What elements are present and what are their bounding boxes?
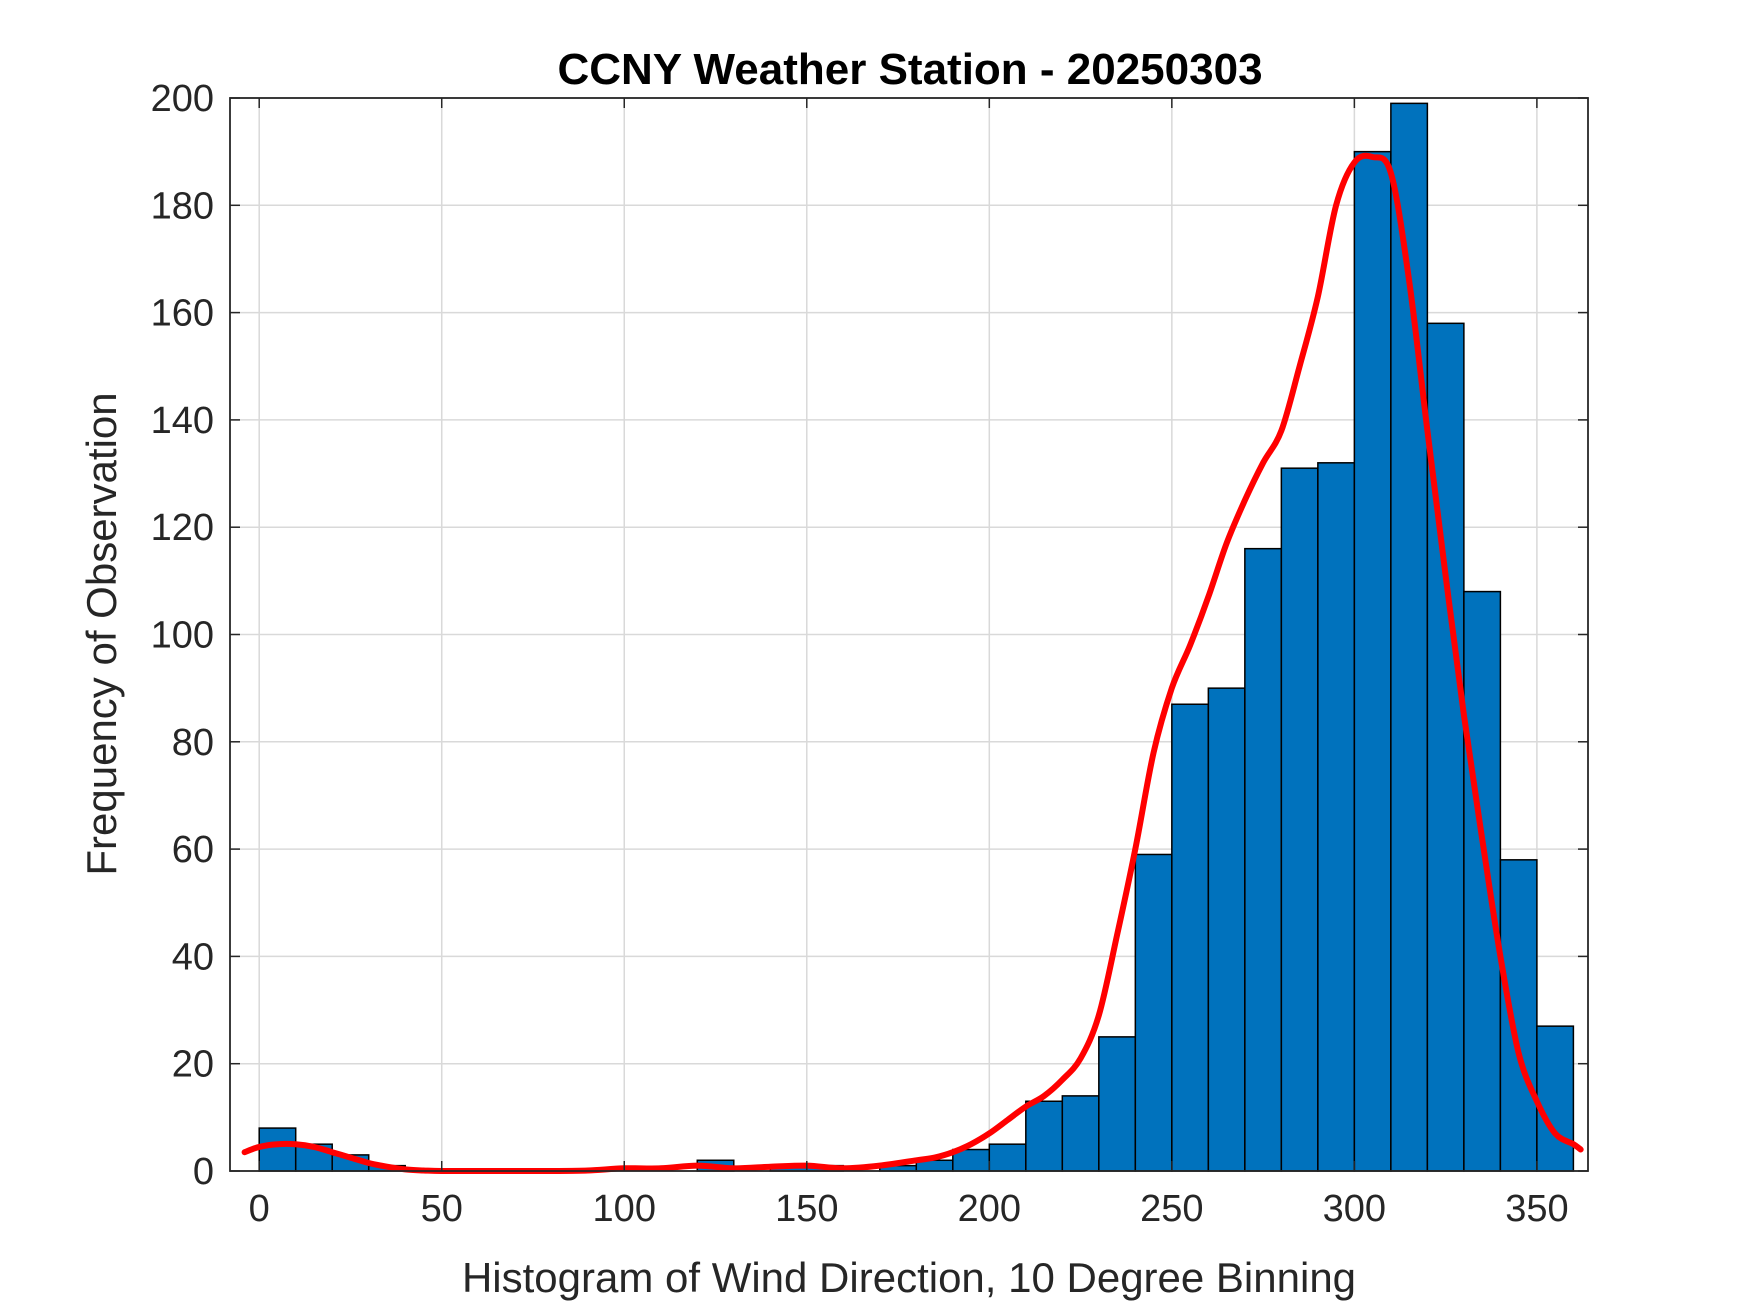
histogram-bar-240 — [1134, 853, 1173, 1172]
x-tick-labels: 0 50 100 150 200 250 300 350 — [249, 1188, 1569, 1230]
histogram-bar-230 — [1098, 1036, 1137, 1172]
x-tick-label-300: 300 — [1323, 1188, 1386, 1230]
y-tick-label-60: 60 — [172, 829, 214, 871]
x-axis-label: Histogram of Wind Direction, 10 Degree B… — [462, 1254, 1356, 1301]
histogram-bar-0 — [258, 1127, 297, 1172]
histogram-bars — [258, 102, 1575, 1172]
y-tick-label-80: 80 — [172, 722, 214, 764]
histogram-bar-340 — [1499, 859, 1538, 1172]
y-tick-label-180: 180 — [151, 185, 214, 227]
y-tick-label-200: 200 — [151, 78, 214, 120]
histogram-bar-270 — [1244, 547, 1283, 1172]
x-tick-label-200: 200 — [958, 1188, 1021, 1230]
y-tick-labels: 0 20 40 60 80 100 120 140 160 180 200 — [151, 78, 214, 1193]
histogram-bar-330 — [1463, 590, 1502, 1172]
histogram-bar-280 — [1280, 467, 1319, 1172]
y-tick-label-20: 20 — [172, 1044, 214, 1086]
axis-ticks — [230, 97, 1588, 1172]
x-tick-label-50: 50 — [421, 1188, 463, 1230]
y-tick-label-140: 140 — [151, 400, 214, 442]
histogram-bar-260 — [1207, 687, 1246, 1172]
y-tick-label-120: 120 — [151, 507, 214, 549]
histogram-bar-200 — [988, 1143, 1027, 1172]
histogram-bar-290 — [1317, 462, 1356, 1172]
histogram-bar-210 — [1025, 1100, 1064, 1172]
histogram-bar-350 — [1536, 1025, 1575, 1172]
x-tick-label-150: 150 — [775, 1188, 838, 1230]
x-tick-label-100: 100 — [593, 1188, 656, 1230]
y-tick-label-0: 0 — [193, 1151, 214, 1193]
chart-title: CCNY Weather Station - 20250303 — [557, 45, 1262, 94]
y-tick-label-100: 100 — [151, 615, 214, 657]
histogram-bar-220 — [1061, 1095, 1100, 1172]
x-tick-label-0: 0 — [249, 1188, 270, 1230]
y-axis-label: Frequency of Observation — [78, 392, 125, 875]
y-tick-label-40: 40 — [172, 936, 214, 978]
histogram-bar-300 — [1353, 150, 1392, 1172]
y-tick-label-160: 160 — [151, 293, 214, 335]
histogram-bar-250 — [1171, 703, 1210, 1172]
x-tick-label-250: 250 — [1140, 1188, 1203, 1230]
x-tick-label-350: 350 — [1505, 1188, 1568, 1230]
